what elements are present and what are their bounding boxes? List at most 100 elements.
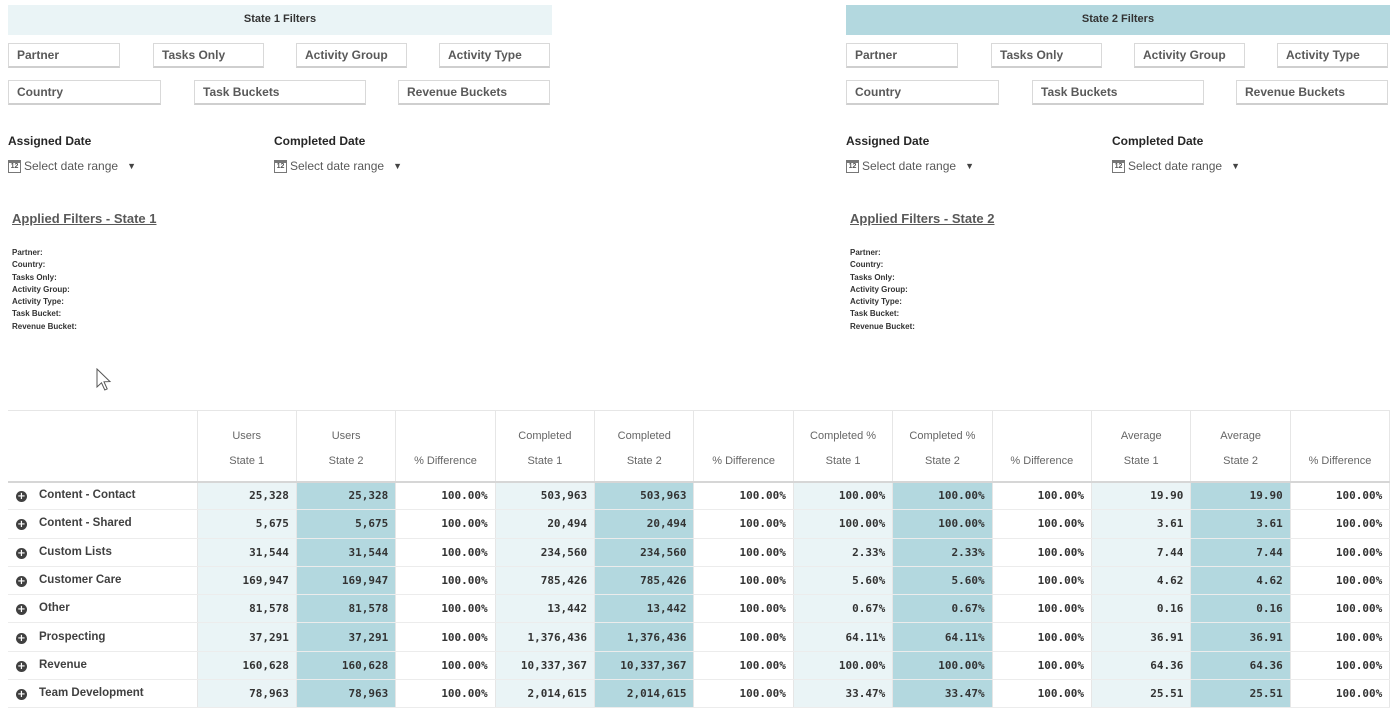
column-header-line1: Completed % <box>909 429 976 442</box>
table-cell: 785,426 <box>594 566 695 596</box>
column-header[interactable]: Average State 2 <box>1190 410 1291 483</box>
column-header[interactable]: % Difference <box>395 410 496 483</box>
table-cell: 13,442 <box>594 594 695 624</box>
table-row: + Customer Care 169,947 169,947 100.00% 785,4… <box>8 566 1391 596</box>
state1-filter-task-buckets[interactable]: Task Buckets <box>194 80 366 105</box>
row-label: Custom Lists <box>39 545 112 558</box>
state1-filter-partner[interactable]: Partner <box>8 43 120 68</box>
state1-filter-activity-group[interactable]: Activity Group <box>296 43 407 68</box>
table-cell: 100.00% <box>693 509 794 539</box>
table-cell: 100.00% <box>892 509 993 539</box>
expand-plus-icon[interactable]: + <box>16 519 27 531</box>
state2-filter-activity-type[interactable]: Activity Type <box>1277 43 1388 68</box>
column-header[interactable]: Completed State 1 <box>495 410 596 483</box>
row-label-cell: + Team Development <box>8 679 198 709</box>
table-cell: 3.61 <box>1091 509 1192 539</box>
state2-filter-tasks-only[interactable]: Tasks Only <box>991 43 1102 68</box>
expand-plus-icon[interactable]: + <box>16 604 27 616</box>
row-label-cell: + Other <box>8 594 198 624</box>
state1-filter-revenue-buckets[interactable]: Revenue Buckets <box>398 80 550 105</box>
column-header-line2: State 2 <box>1223 454 1259 467</box>
table-cell: 100.00% <box>1290 594 1391 624</box>
column-header-line1: Completed % <box>810 429 877 442</box>
applied-filter-item: Partner: <box>12 248 43 257</box>
state2-applied-filters-list: Partner: Country: Tasks Only: Activity Grou… <box>850 247 915 333</box>
column-header-line2: State 1 <box>1123 454 1159 467</box>
column-header[interactable]: % Difference <box>992 410 1093 483</box>
table-cell: 3.61 <box>1190 509 1291 539</box>
row-label: Content - Contact <box>39 489 136 502</box>
table-cell: 64.11% <box>793 622 894 652</box>
table-cell: 4.62 <box>1091 566 1192 596</box>
state2-assigned-date-label: Assigned Date <box>846 134 930 148</box>
table-cell: 100.00% <box>395 622 496 652</box>
table-cell: 1,376,436 <box>594 622 695 652</box>
table-cell: 503,963 <box>495 481 596 511</box>
caret-down-icon: ▼ <box>393 161 402 171</box>
state2-filter-task-buckets[interactable]: Task Buckets <box>1032 80 1204 105</box>
expand-plus-icon[interactable]: + <box>16 547 27 559</box>
table-cell: 31,544 <box>197 538 297 567</box>
table-cell: 100.00% <box>793 651 894 681</box>
expand-plus-icon[interactable]: + <box>16 576 27 588</box>
state1-filter-activity-type[interactable]: Activity Type <box>439 43 550 68</box>
table-cell: 5,675 <box>197 509 297 539</box>
expand-plus-icon[interactable]: + <box>16 660 27 672</box>
row-label-cell: + Prospecting <box>8 622 198 652</box>
state2-filter-country[interactable]: Country <box>846 80 999 105</box>
expand-plus-icon[interactable]: + <box>16 491 27 503</box>
table-cell: 10,337,367 <box>495 651 596 681</box>
table-cell: 100.00% <box>992 622 1093 652</box>
caret-down-icon: ▼ <box>127 161 136 171</box>
column-header[interactable]: Completed % State 2 <box>892 410 993 483</box>
table-cell: 78,963 <box>197 679 297 709</box>
table-cell: 100.00% <box>1290 679 1391 709</box>
column-header-line1 <box>396 430 494 442</box>
column-header-line2: % Difference <box>1308 454 1372 467</box>
applied-filter-item: Revenue Bucket: <box>12 321 77 331</box>
column-header[interactable]: Completed % State 1 <box>793 410 894 483</box>
row-label: Revenue <box>39 658 87 671</box>
table-cell: 78,963 <box>296 679 397 709</box>
comparison-table: Users State 1 Users State 2 % Difference Com… <box>8 410 1391 709</box>
table-cell: 100.00% <box>693 679 794 709</box>
column-header[interactable]: Average State 1 <box>1091 410 1192 483</box>
state1-filter-tasks-only[interactable]: Tasks Only <box>153 43 264 68</box>
column-header[interactable]: % Difference <box>693 410 794 483</box>
state1-assigned-date-select[interactable]: 12 Select date range ▼ <box>8 159 136 173</box>
table-cell: 10,337,367 <box>594 651 695 681</box>
table-cell: 100.00% <box>793 481 894 511</box>
column-header[interactable]: Users State 2 <box>296 410 397 483</box>
column-header[interactable]: Users State 1 <box>197 410 297 483</box>
applied-filter-item: Activity Group: <box>850 284 908 294</box>
table-header-row: Users State 1 Users State 2 % Difference Com… <box>8 410 1391 483</box>
applied-filter-item: Partner: <box>850 248 881 257</box>
table-cell: 64.36 <box>1091 651 1192 681</box>
column-header[interactable]: % Difference <box>1290 410 1391 483</box>
column-header-line2: State 2 <box>626 454 662 467</box>
state2-assigned-date-select[interactable]: 12 Select date range ▼ <box>846 159 974 173</box>
column-header-line2: State 1 <box>527 454 563 467</box>
column-header-line1: Users <box>232 429 262 442</box>
state2-completed-date-select[interactable]: 12 Select date range ▼ <box>1112 159 1240 173</box>
table-cell: 160,628 <box>296 651 397 681</box>
state1-completed-date-select[interactable]: 12 Select date range ▼ <box>274 159 402 173</box>
date-range-text: Select date range <box>1128 159 1223 173</box>
table-row: + Other 81,578 81,578 100.00% 13,442 13,442 100… <box>8 594 1391 624</box>
table-cell: 100.00% <box>395 679 496 709</box>
row-label: Other <box>39 602 70 615</box>
table-cell: 100.00% <box>1290 566 1391 596</box>
state2-filter-revenue-buckets[interactable]: Revenue Buckets <box>1236 80 1388 105</box>
table-cell: 169,947 <box>197 566 297 596</box>
table-cell: 0.16 <box>1190 594 1291 624</box>
table-cell: 100.00% <box>693 481 794 511</box>
expand-plus-icon[interactable]: + <box>16 632 27 644</box>
state2-filter-partner[interactable]: Partner <box>846 43 958 68</box>
table-cell: 100.00% <box>693 538 794 567</box>
state2-filter-activity-group[interactable]: Activity Group <box>1134 43 1245 68</box>
column-header-line1 <box>993 430 1091 442</box>
column-header-line1: Completed <box>617 429 671 442</box>
expand-plus-icon[interactable]: + <box>16 689 27 701</box>
column-header[interactable]: Completed State 2 <box>594 410 695 483</box>
state1-filter-country[interactable]: Country <box>8 80 161 105</box>
